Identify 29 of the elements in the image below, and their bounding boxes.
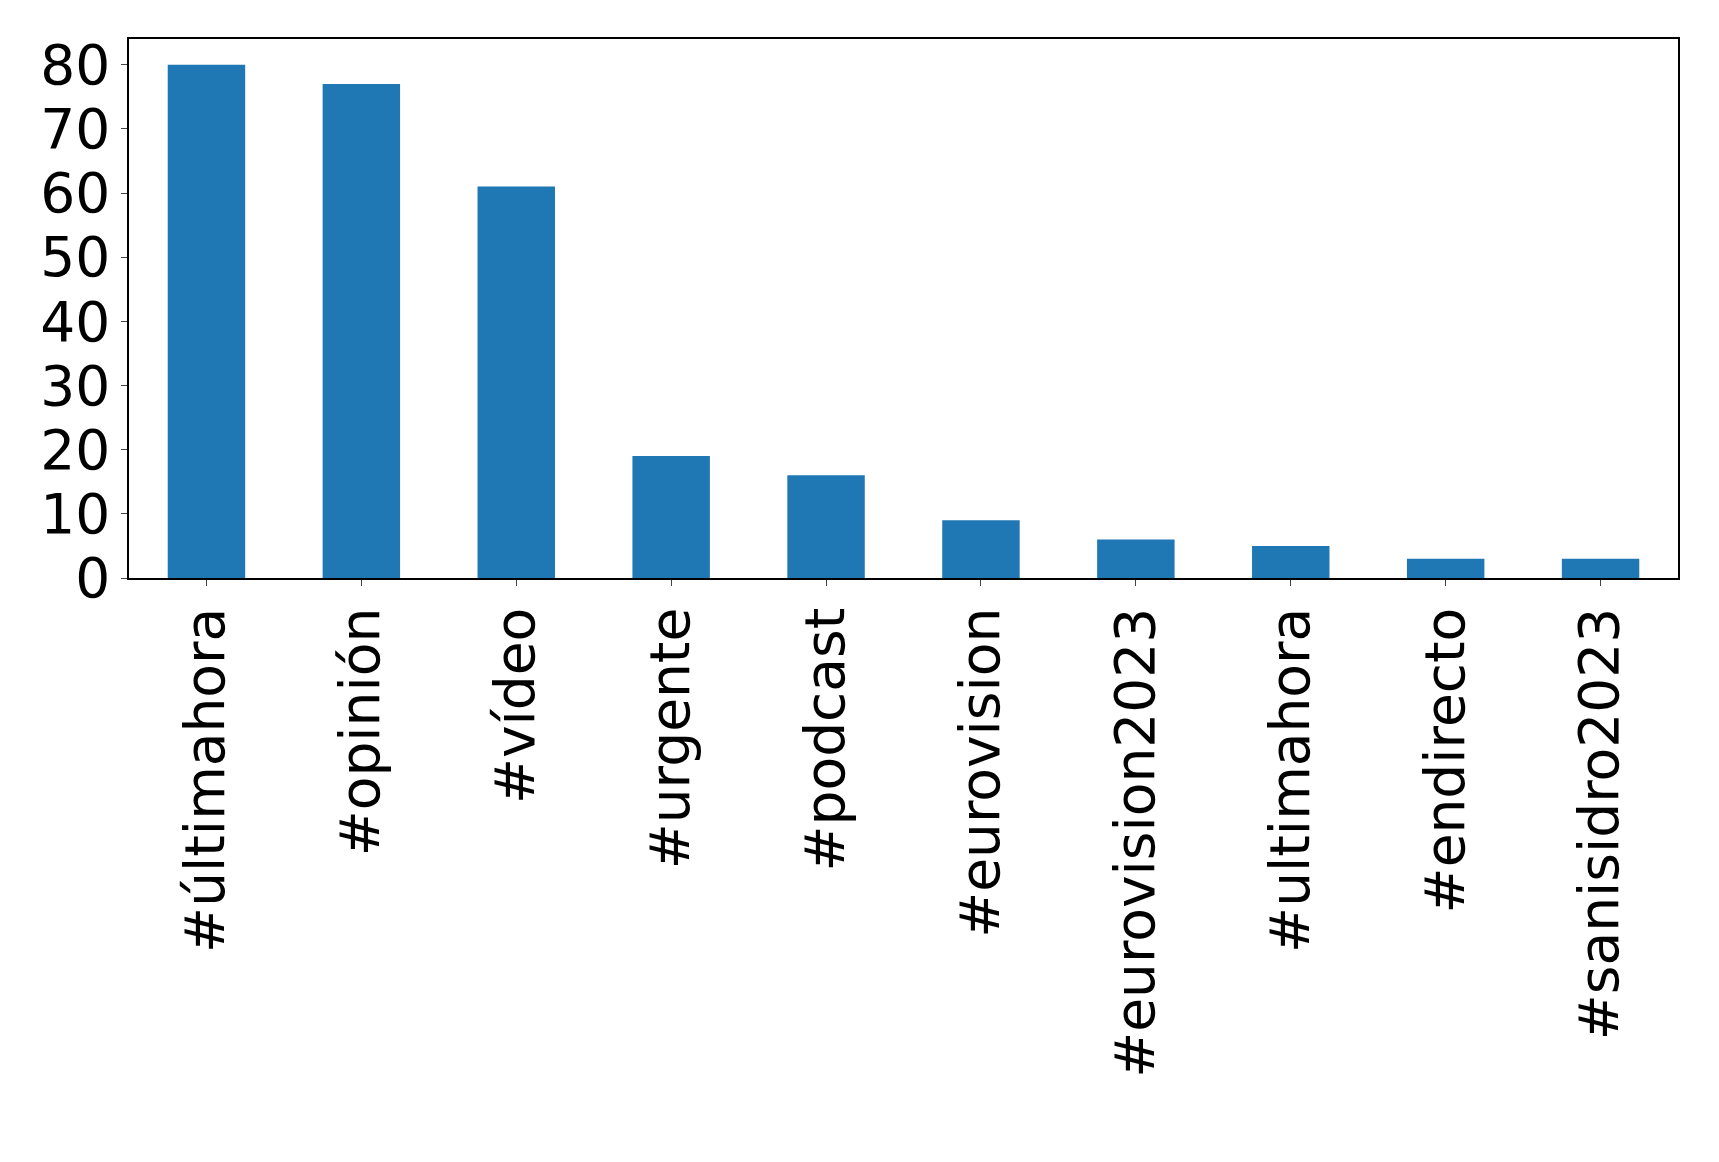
x-tick-label: #podcast <box>792 607 857 872</box>
bar <box>322 83 401 578</box>
x-tick-label: #vídeo <box>483 607 548 805</box>
bar <box>477 186 555 578</box>
x-tick-label: #sanisidro2023 <box>1567 607 1632 1041</box>
x-tick-label: #endirecto <box>1412 607 1477 914</box>
bar <box>1561 558 1640 578</box>
y-tick-label: 40 <box>40 289 111 354</box>
x-tick-label: #ultimahora <box>1257 607 1322 953</box>
x-tick-label: #eurovision <box>947 607 1012 938</box>
y-tick-label: 20 <box>40 417 111 482</box>
bar <box>787 475 865 578</box>
x-tick-label: #urgente <box>638 607 703 870</box>
y-tick-label: 70 <box>40 97 111 162</box>
y-tick-label: 10 <box>40 482 111 547</box>
bar <box>1252 545 1330 578</box>
bar <box>1406 558 1485 578</box>
bar <box>167 64 246 578</box>
x-tick-label: #últimahora <box>173 607 238 953</box>
y-tick-label: 80 <box>40 32 111 97</box>
bar <box>942 520 1020 578</box>
y-tick-label: 50 <box>40 225 111 290</box>
y-tick-label: 60 <box>40 161 111 226</box>
bar <box>632 456 710 578</box>
bar <box>1097 539 1175 578</box>
y-tick-label: 0 <box>75 546 111 611</box>
y-tick-label: 30 <box>40 353 111 418</box>
x-tick-label: #eurovision2023 <box>1102 607 1167 1078</box>
x-tick-label: #opinión <box>328 607 393 857</box>
